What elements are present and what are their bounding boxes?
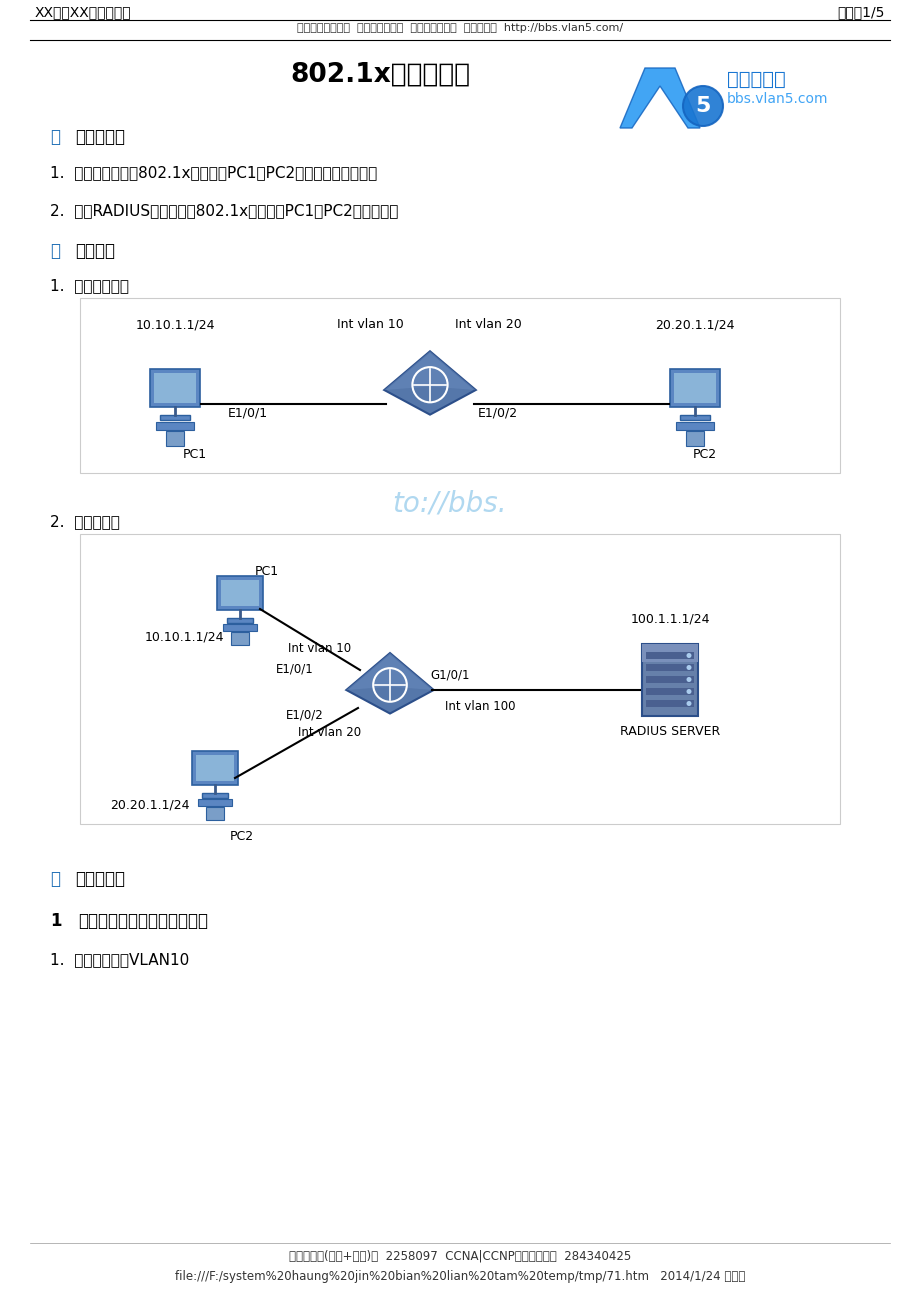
Text: 100.1.1.1/24: 100.1.1.1/24	[630, 612, 709, 625]
FancyBboxPatch shape	[641, 644, 698, 716]
Text: XX产品XX功能的配置: XX产品XX功能的配置	[35, 5, 131, 20]
Polygon shape	[619, 68, 699, 128]
Text: 1.  在交换机上启动802.1x认证，对PC1、PC2进行本地认证上网；: 1. 在交换机上启动802.1x认证，对PC1、PC2进行本地认证上网；	[50, 165, 377, 180]
Text: 1.  进行本地认证: 1. 进行本地认证	[50, 279, 129, 293]
Text: 攻城狮论坛: 攻城狮论坛	[726, 70, 785, 89]
Polygon shape	[346, 654, 433, 690]
FancyBboxPatch shape	[160, 415, 189, 421]
Text: G1/0/1: G1/0/1	[430, 668, 470, 681]
Text: 版权归原作者所有  本资料只供试读  更多资源请访问  攻城狮论坛  http://bbs.vlan5.com/: 版权归原作者所有 本资料只供试读 更多资源请访问 攻城狮论坛 http://bb…	[297, 23, 622, 33]
FancyBboxPatch shape	[641, 644, 698, 661]
FancyBboxPatch shape	[222, 624, 256, 631]
FancyBboxPatch shape	[153, 374, 196, 402]
FancyBboxPatch shape	[217, 575, 263, 611]
Polygon shape	[346, 654, 433, 713]
FancyBboxPatch shape	[206, 807, 223, 820]
Circle shape	[686, 654, 691, 658]
Text: bbs.vlan5.com: bbs.vlan5.com	[726, 92, 828, 105]
Text: 二: 二	[50, 242, 60, 260]
FancyBboxPatch shape	[165, 431, 184, 445]
Circle shape	[686, 677, 691, 682]
Text: 10.10.1.1/24: 10.10.1.1/24	[145, 630, 224, 643]
Text: 1: 1	[50, 911, 62, 930]
Text: E1/0/1: E1/0/1	[228, 406, 267, 419]
Text: Int vlan 100: Int vlan 100	[444, 700, 515, 713]
Text: PC2: PC2	[230, 829, 254, 842]
Text: file:///F:/system%20haung%20jin%20bian%20lian%20tam%20temp/tmp/71.htm   2014/1/2: file:///F:/system%20haung%20jin%20bian%2…	[175, 1269, 744, 1282]
FancyBboxPatch shape	[679, 415, 709, 421]
FancyBboxPatch shape	[192, 751, 237, 785]
FancyBboxPatch shape	[675, 422, 713, 430]
Text: E1/0/1: E1/0/1	[276, 661, 313, 674]
FancyBboxPatch shape	[645, 664, 693, 671]
FancyBboxPatch shape	[645, 676, 693, 684]
FancyBboxPatch shape	[196, 755, 233, 781]
Polygon shape	[384, 352, 475, 391]
Circle shape	[686, 689, 691, 694]
Text: 20.20.1.1/24: 20.20.1.1/24	[654, 318, 734, 331]
Text: E1/0/2: E1/0/2	[286, 708, 323, 721]
Text: PC2: PC2	[692, 448, 716, 461]
FancyBboxPatch shape	[80, 534, 839, 824]
Text: 组网图：: 组网图：	[75, 242, 115, 260]
Text: E1/0/2: E1/0/2	[478, 406, 517, 419]
Text: Int vlan 10: Int vlan 10	[336, 318, 403, 331]
Text: 2.  服务器认证: 2. 服务器认证	[50, 514, 119, 529]
FancyBboxPatch shape	[198, 798, 232, 806]
Text: 20.20.1.1/24: 20.20.1.1/24	[110, 798, 189, 811]
FancyBboxPatch shape	[226, 618, 253, 622]
Text: to://bbs.: to://bbs.	[392, 490, 506, 518]
FancyBboxPatch shape	[150, 368, 200, 408]
Text: 10.10.1.1/24: 10.10.1.1/24	[135, 318, 214, 331]
FancyBboxPatch shape	[685, 431, 704, 445]
FancyBboxPatch shape	[645, 652, 693, 659]
Text: Int vlan 10: Int vlan 10	[289, 642, 351, 655]
FancyBboxPatch shape	[201, 793, 228, 798]
Text: 三: 三	[50, 870, 60, 888]
Text: 5: 5	[695, 96, 709, 116]
Text: 配置步骤：: 配置步骤：	[75, 870, 125, 888]
Text: PC1: PC1	[255, 565, 278, 578]
Circle shape	[686, 700, 691, 706]
Text: RADIUS SERVER: RADIUS SERVER	[619, 725, 720, 738]
FancyBboxPatch shape	[645, 700, 693, 707]
FancyBboxPatch shape	[156, 422, 194, 430]
FancyBboxPatch shape	[645, 687, 693, 695]
Circle shape	[686, 665, 691, 671]
Text: 1.  创建（进入）VLAN10: 1. 创建（进入）VLAN10	[50, 952, 189, 967]
FancyBboxPatch shape	[221, 579, 258, 607]
Text: 作本地认证时交换机相关配置: 作本地认证时交换机相关配置	[78, 911, 208, 930]
Text: PC1: PC1	[183, 448, 207, 461]
Text: Int vlan 20: Int vlan 20	[454, 318, 521, 331]
FancyBboxPatch shape	[232, 631, 248, 646]
Text: 2.  远程RADIUS服务器开启802.1x认证，对PC1、PC2认证上网。: 2. 远程RADIUS服务器开启802.1x认证，对PC1、PC2认证上网。	[50, 203, 398, 217]
Text: 攻城狮论坛(技术+生活)群  2258097  CCNA|CCNP免费答疑题库  284340425: 攻城狮论坛(技术+生活)群 2258097 CCNA|CCNP免费答疑题库 28…	[289, 1250, 630, 1263]
FancyBboxPatch shape	[669, 368, 720, 408]
FancyBboxPatch shape	[80, 298, 839, 473]
Text: 一: 一	[50, 128, 60, 146]
Polygon shape	[384, 352, 475, 414]
Text: 组网需求：: 组网需求：	[75, 128, 125, 146]
FancyBboxPatch shape	[673, 374, 715, 402]
Text: Int vlan 20: Int vlan 20	[298, 727, 361, 740]
Circle shape	[682, 86, 722, 126]
Text: 页码，1/5: 页码，1/5	[836, 5, 884, 20]
Text: 802.1x认证的配置: 802.1x认证的配置	[289, 62, 470, 89]
